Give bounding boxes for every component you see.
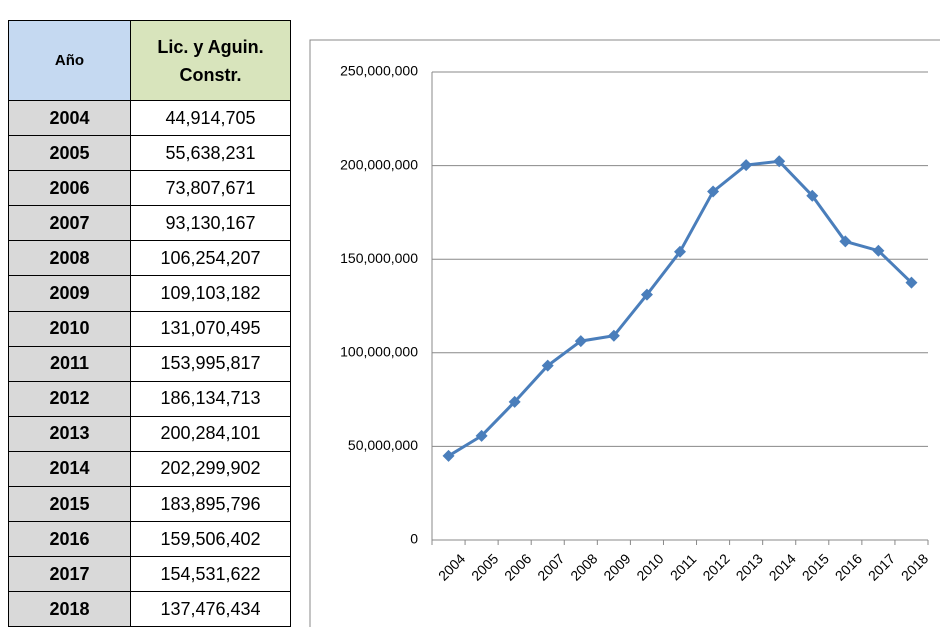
x-tick-label: 2006 (501, 550, 534, 583)
x-tick-label: 2017 (865, 550, 898, 583)
header-cell: Año (8, 20, 131, 101)
table-row: 2009 109,103,182 (8, 275, 291, 312)
chart-frame (309, 39, 940, 627)
x-tick-label: 2007 (534, 550, 567, 583)
x-tick-label: 2018 (898, 550, 931, 583)
y-tick-label: 0 (410, 531, 418, 547)
x-tick-label: 2012 (699, 550, 732, 583)
data-marker (872, 244, 885, 257)
data-marker (806, 189, 819, 202)
table-row: 2008 106,254,207 (8, 240, 291, 277)
x-tick-label: 2014 (766, 550, 799, 583)
header-cell: Lic. y Aguin. Constr. (130, 20, 291, 101)
header-row: Año Lic. y Aguin. Constr. (8, 20, 291, 101)
x-tick-label: 2005 (468, 550, 501, 583)
data-marker (607, 329, 620, 342)
year-cell: 2007 (8, 205, 131, 242)
year-cell: 2016 (8, 521, 131, 558)
y-tick-label: 100,000,000 (340, 344, 418, 360)
y-tick-label: 200,000,000 (340, 156, 418, 172)
data-marker (442, 449, 455, 462)
data-marker (475, 429, 488, 442)
data-marker (839, 235, 852, 248)
year-cell: 2009 (8, 275, 131, 312)
data-marker (905, 276, 918, 289)
x-tick-label: 2010 (633, 550, 666, 583)
data-line (447, 159, 913, 458)
data-marker (773, 155, 786, 168)
year-cell: 2011 (8, 345, 131, 382)
x-tick-label: 2004 (435, 550, 468, 583)
y-tick-label: 50,000,000 (348, 437, 418, 453)
table-row: 2007 93,130,167 (8, 205, 291, 242)
data-marker (674, 245, 686, 258)
data-marker (541, 359, 554, 372)
x-tick-label: 2008 (567, 550, 600, 583)
y-tick-label: 150,000,000 (340, 250, 418, 266)
year-cell: 2005 (8, 135, 131, 172)
year-cell: 2006 (8, 170, 131, 207)
data-marker (508, 395, 521, 408)
data-marker (574, 335, 587, 348)
table-row: 2013 200,284,101 (8, 415, 291, 452)
data-table: Año Lic. y Aguin. Constr. 2004 44,914,705… (8, 20, 291, 627)
x-tick-label: 2015 (799, 550, 832, 583)
data-marker (740, 159, 753, 172)
data-marker (640, 288, 653, 301)
x-tick-label: 2009 (600, 550, 633, 583)
table-row: 2006 73,807,671 (8, 170, 291, 207)
table-row: 2017 154,531,622 (8, 556, 291, 593)
x-tick-label: 2016 (832, 550, 865, 583)
year-cell: 2015 (8, 486, 131, 523)
data-marker (707, 185, 720, 198)
table-row: 2005 55,638,231 (8, 135, 291, 172)
year-cell: 2012 (8, 380, 131, 417)
table-row: 2014 202,299,902 (8, 450, 291, 488)
year-cell: 2010 (8, 310, 131, 347)
x-tick-label: 2011 (667, 551, 700, 584)
year-cell: 2013 (8, 415, 131, 452)
table-row: 2012 186,134,713 (8, 380, 291, 417)
year-cell: 2014 (8, 450, 131, 488)
x-tick-label: 2013 (733, 550, 766, 583)
table-row: 2016 159,506,402 (8, 521, 291, 558)
y-tick-label: 250,000,000 (340, 63, 418, 79)
